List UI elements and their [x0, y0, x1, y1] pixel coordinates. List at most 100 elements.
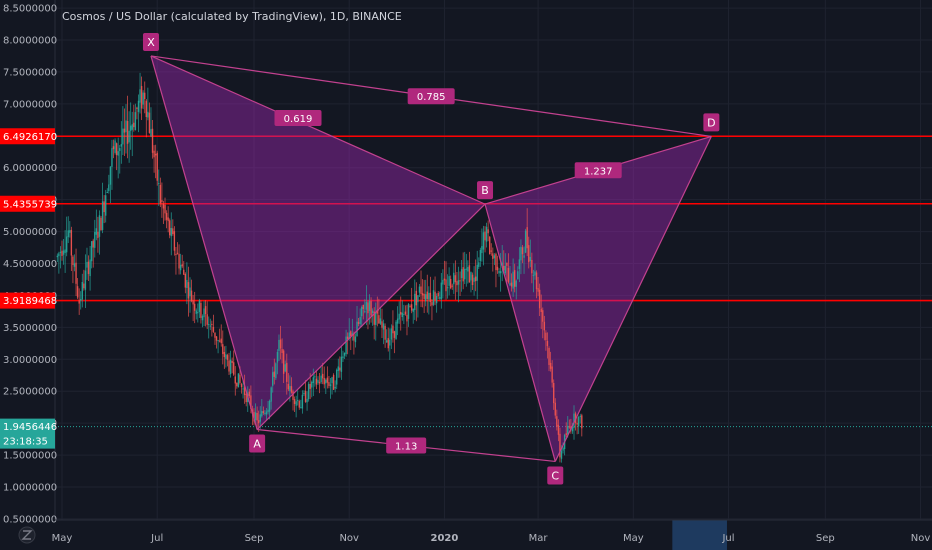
tradingview-logo-icon[interactable] — [18, 526, 36, 544]
ratio-label-xb: 0.619 — [274, 110, 322, 127]
candle-body — [359, 317, 361, 324]
candle-body — [225, 354, 227, 359]
price-axis-background — [0, 0, 55, 550]
price-axis[interactable]: 0.50000001.00000001.50000002.00000002.50… — [0, 0, 57, 550]
ratio-label-box — [274, 110, 322, 127]
candle-body — [546, 340, 549, 347]
candle-body — [320, 375, 322, 383]
candle-body — [153, 150, 155, 158]
candle-body — [237, 373, 240, 388]
point-label-text: C — [551, 469, 559, 482]
candle-body — [169, 220, 171, 236]
candle-body — [140, 86, 143, 109]
candle-body — [145, 100, 147, 118]
point-label-a: A — [249, 434, 266, 453]
pattern-line-cd — [554, 136, 712, 462]
candle-body — [376, 310, 379, 314]
candle-body — [209, 325, 211, 327]
price-tick-label: 3.0000000 — [3, 355, 57, 366]
candle-body — [507, 267, 510, 283]
price-level-tag: 5.4355739 — [0, 195, 57, 212]
price-tick-label: 3.5000000 — [3, 323, 57, 334]
candle-body — [317, 380, 319, 383]
candle-body — [159, 184, 162, 204]
candle-body — [462, 267, 464, 282]
candle-body — [551, 366, 553, 383]
candle-body — [496, 266, 499, 271]
candle-body — [498, 271, 500, 274]
candle-body — [513, 270, 516, 287]
candle-body — [287, 383, 290, 390]
candle-body — [442, 279, 444, 285]
candle-body — [156, 152, 158, 181]
candle-body — [449, 278, 452, 289]
candle-body — [215, 336, 218, 341]
candle-body — [390, 328, 393, 340]
candle-body — [98, 215, 101, 237]
candle-body — [81, 282, 83, 300]
candle-body — [278, 339, 280, 351]
price-tick-label: 8.0000000 — [3, 36, 57, 47]
candle-body — [364, 311, 366, 313]
candle-body — [117, 151, 119, 156]
candle-body — [328, 382, 330, 386]
candle-body — [415, 290, 418, 306]
candle-body — [368, 300, 371, 311]
candle-body — [189, 287, 191, 297]
candle-body — [276, 352, 279, 363]
candle-body — [129, 125, 132, 131]
candle-body — [387, 338, 389, 349]
price-tick-label: 1.5000000 — [3, 451, 57, 462]
candle-body — [512, 271, 514, 289]
candle-body — [542, 310, 544, 322]
candle-body — [187, 282, 190, 299]
candle-body — [273, 371, 275, 377]
time-tick-label: Jul — [721, 533, 734, 544]
candle-body — [321, 373, 324, 379]
candle-body — [553, 382, 555, 404]
candle-body — [579, 415, 581, 417]
candle-body — [429, 292, 432, 303]
candle-body — [214, 332, 216, 338]
candle-body — [456, 281, 458, 286]
candle-body — [577, 416, 580, 427]
candle-body — [421, 293, 424, 296]
pattern-line-xb — [150, 55, 486, 205]
candle-body — [474, 276, 477, 282]
pattern-triangle-bcd[interactable] — [485, 136, 712, 462]
candle-body — [357, 322, 360, 324]
pattern-triangle-xab[interactable] — [150, 55, 486, 430]
candle-body — [111, 148, 113, 167]
candle-body — [435, 295, 438, 304]
price-tick-label: 7.5000000 — [3, 67, 57, 78]
candle-body — [222, 344, 224, 354]
candle-body — [431, 302, 433, 306]
time-tick-label: 2020 — [431, 533, 459, 544]
candle-body — [464, 268, 466, 280]
candle-body — [559, 433, 561, 458]
price-level-tag-box — [0, 195, 55, 212]
candle-body — [490, 250, 492, 252]
point-label-text: A — [253, 438, 261, 451]
candle-body — [459, 280, 461, 282]
time-tick-label: Jul — [150, 533, 163, 544]
candle-body — [414, 293, 416, 311]
candle-body — [286, 362, 288, 382]
candle-body — [86, 262, 88, 268]
price-level-tag-box — [0, 128, 55, 145]
time-tick-label: Nov — [911, 533, 931, 544]
candle-body — [195, 310, 197, 314]
candle-body — [426, 291, 428, 299]
candle-body — [172, 228, 174, 235]
harmonic-pattern[interactable] — [150, 55, 712, 462]
candle-body — [300, 407, 302, 409]
time-axis[interactable]: May Jul Sep Nov 2020 Mar May Jul Sep Nov — [52, 519, 932, 544]
candle-body — [537, 288, 539, 292]
candle-body — [270, 387, 272, 402]
candle-body — [571, 426, 574, 432]
price-tick-label: 6.0000000 — [3, 163, 57, 174]
candle-body — [80, 299, 82, 301]
candle-body — [346, 336, 349, 339]
point-label-x: X — [142, 32, 159, 51]
